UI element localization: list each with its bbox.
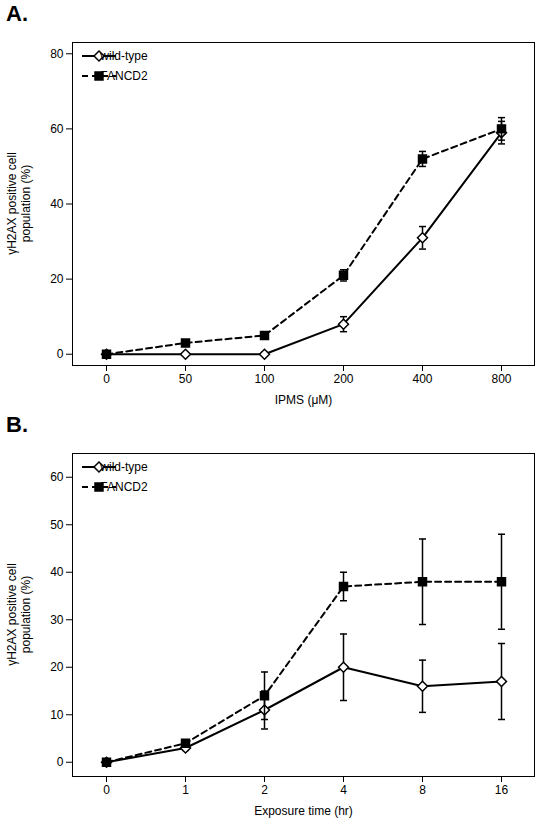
svg-text:60: 60 [50, 470, 64, 484]
svg-text:IPMS (μM): IPMS (μM) [275, 393, 333, 407]
svg-text:1: 1 [182, 783, 189, 797]
svg-text:30: 30 [50, 613, 64, 627]
svg-text:8: 8 [419, 783, 426, 797]
svg-text:wild-type: wild-type [99, 49, 148, 63]
svg-text:wild-type: wild-type [99, 460, 148, 474]
html-text:B.: B. [6, 412, 28, 437]
html-text:A.: A. [6, 1, 28, 26]
svg-text:50: 50 [50, 518, 64, 532]
svg-text:Exposure time (hr): Exposure time (hr) [254, 804, 353, 818]
svg-text:FANCD2: FANCD2 [100, 69, 148, 83]
svg-text:80: 80 [50, 47, 64, 61]
svg-text:16: 16 [495, 783, 509, 797]
svg-text:40: 40 [50, 197, 64, 211]
svg-text:200: 200 [333, 372, 353, 386]
svg-text:60: 60 [50, 122, 64, 136]
svg-text:40: 40 [50, 565, 64, 579]
svg-text:20: 20 [50, 660, 64, 674]
svg-text:0: 0 [57, 755, 64, 769]
svg-text:FANCD2: FANCD2 [100, 480, 148, 494]
svg-text:0: 0 [103, 372, 110, 386]
svg-text:10: 10 [50, 708, 64, 722]
svg-text:4: 4 [340, 783, 347, 797]
svg-text:400: 400 [412, 372, 432, 386]
svg-text:100: 100 [254, 372, 274, 386]
svg-text:2: 2 [261, 783, 268, 797]
svg-text:γH2AX positive cellpopulation: γH2AX positive cellpopulation (%) [5, 152, 33, 255]
svg-text:γH2AX positive cellpopulation: γH2AX positive cellpopulation (%) [5, 563, 33, 666]
svg-text:0: 0 [103, 783, 110, 797]
svg-text:20: 20 [50, 272, 64, 286]
svg-text:800: 800 [491, 372, 511, 386]
svg-text:50: 50 [179, 372, 193, 386]
svg-text:0: 0 [57, 347, 64, 361]
